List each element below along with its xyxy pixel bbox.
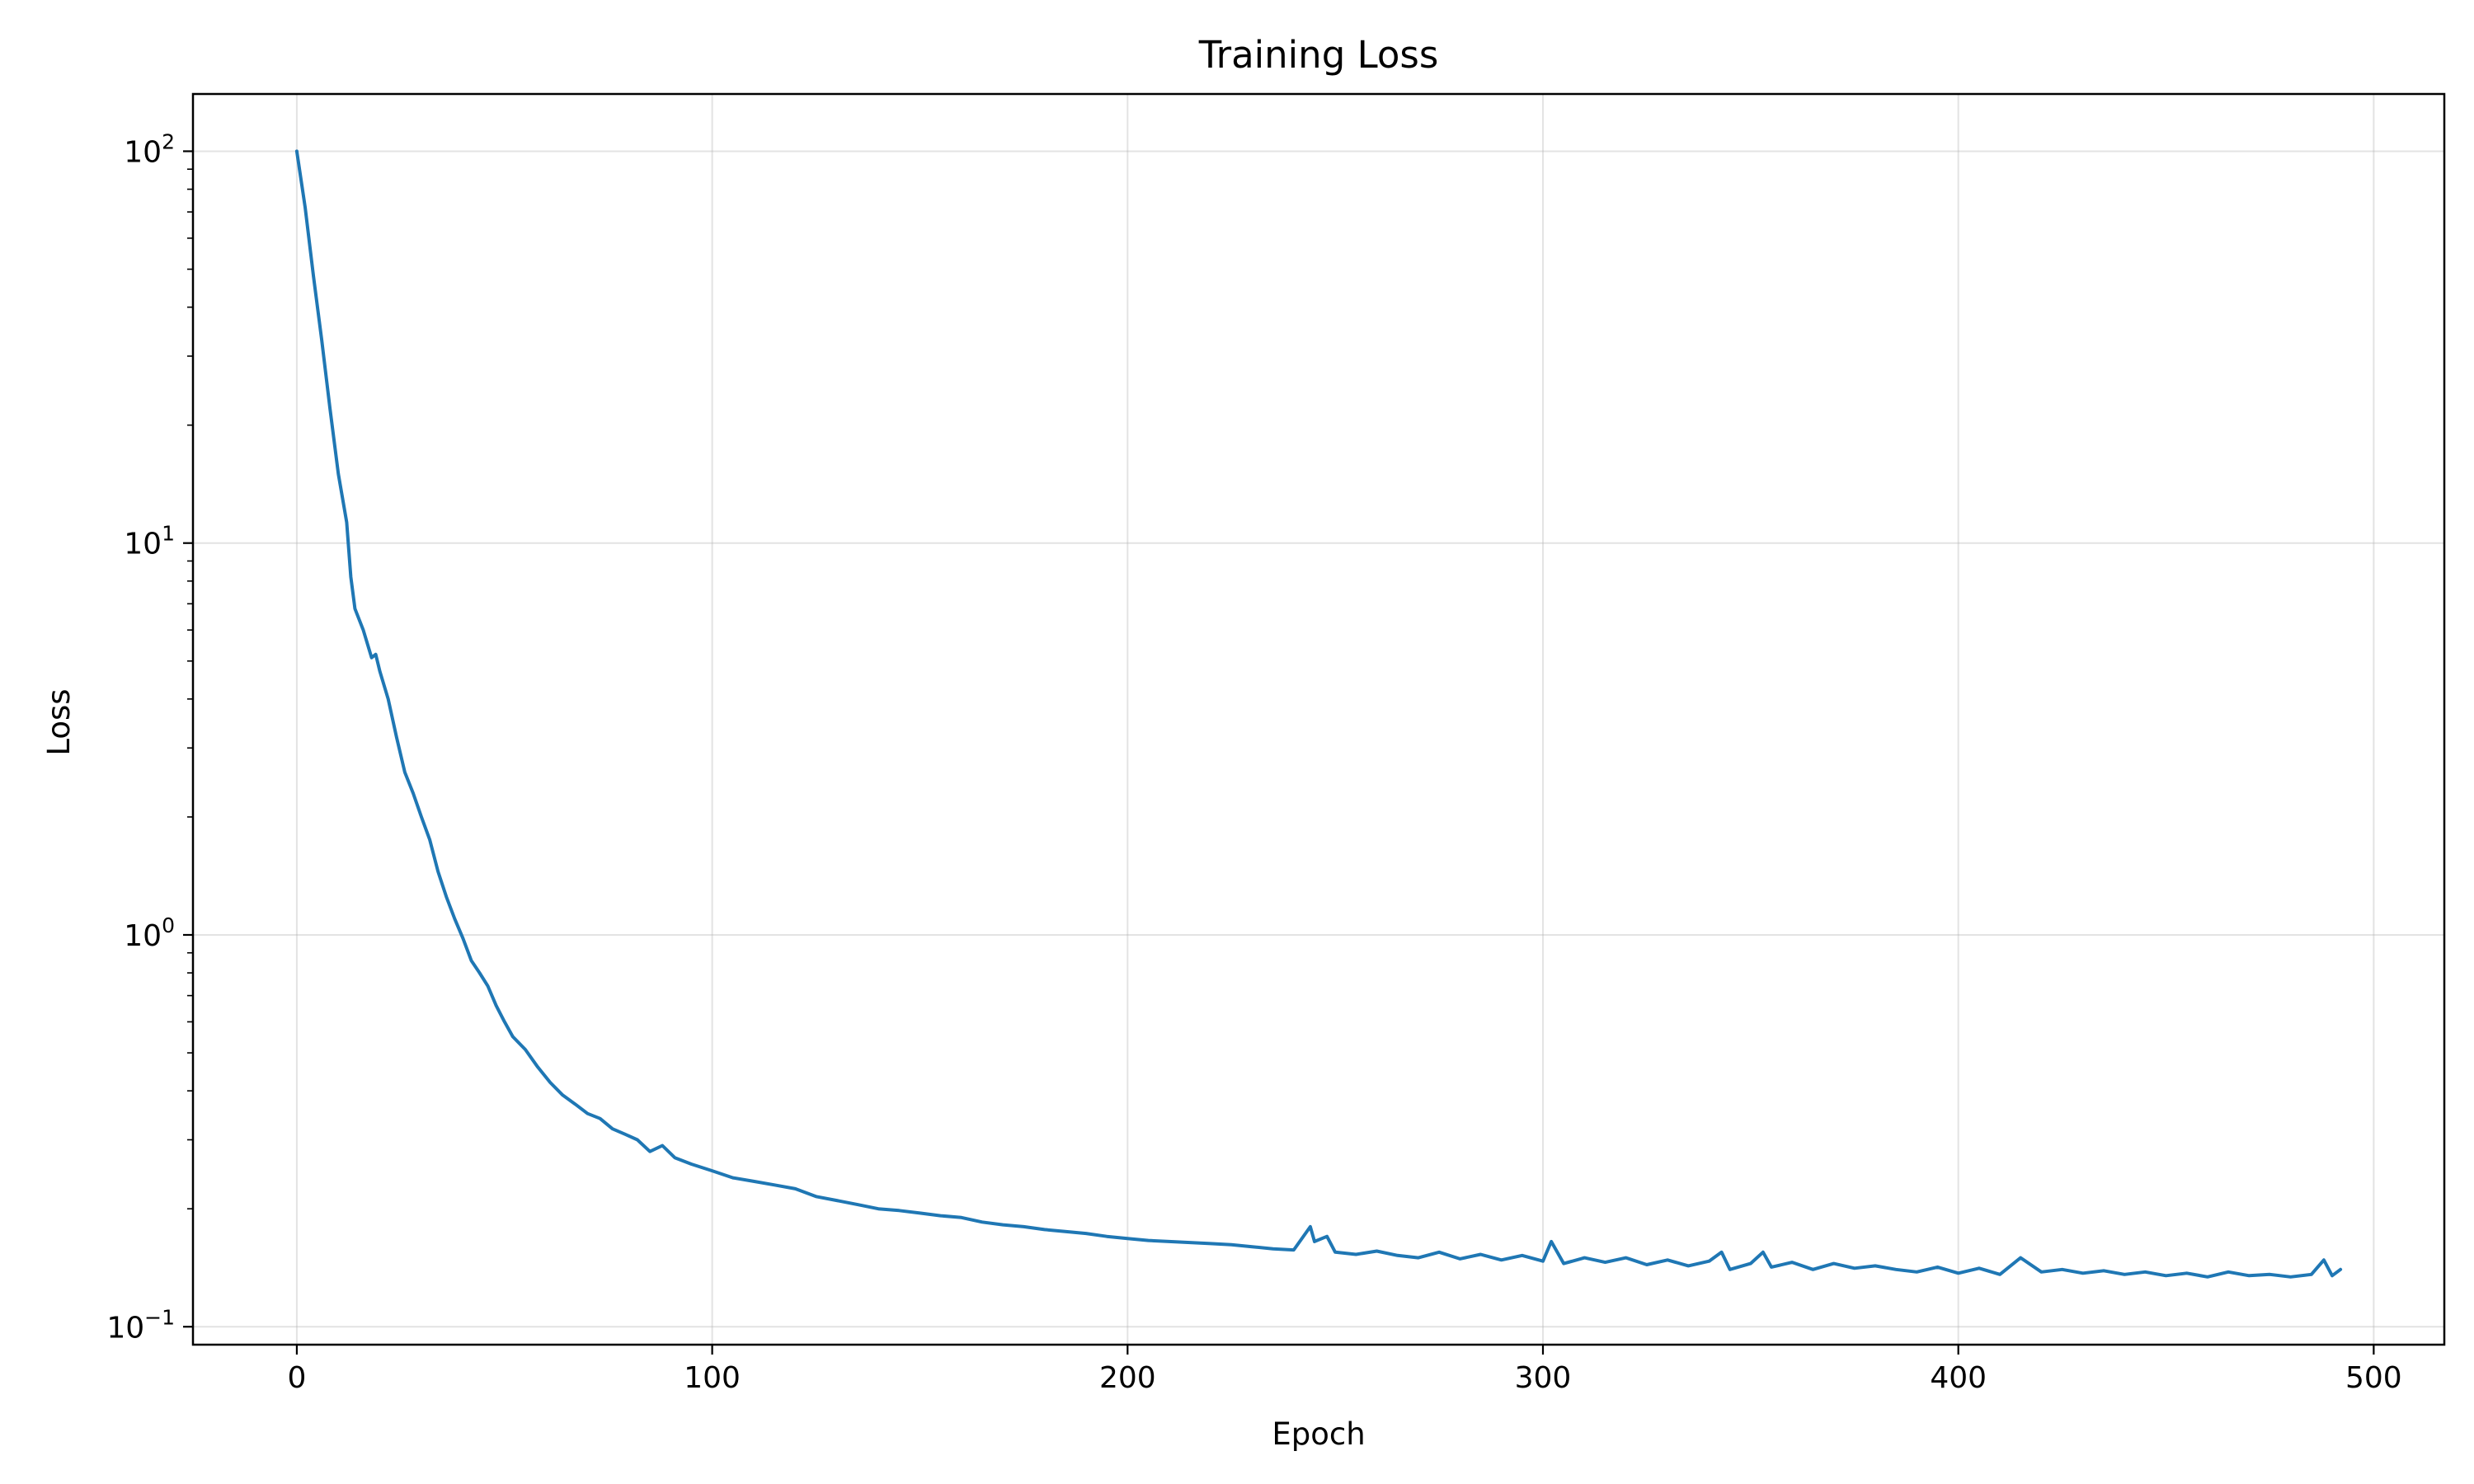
grid-lines <box>193 94 2444 1345</box>
y-tick-label: 102 <box>124 129 175 169</box>
plot-frame <box>191 92 2446 1346</box>
y-tick-exponent: −1 <box>144 1305 175 1329</box>
y-tick-exponent: 0 <box>162 913 175 937</box>
y-tick-label: 101 <box>124 522 175 561</box>
y-tick-base: 10 <box>124 528 162 561</box>
chart-title: Training Loss <box>1198 33 1439 77</box>
y-tick-exponent: 1 <box>162 522 175 546</box>
y-tick-exponent: 2 <box>162 129 175 153</box>
plot-area <box>294 149 2343 1279</box>
x-tick-label: 0 <box>287 1361 306 1395</box>
y-axis-label: Loss <box>41 688 77 755</box>
y-tick-label: 100 <box>124 913 175 953</box>
x-tick-label: 200 <box>1099 1361 1156 1395</box>
loss-series-line <box>294 149 2343 1279</box>
y-tick-label: 10−1 <box>106 1305 175 1345</box>
x-tick-label: 100 <box>684 1361 741 1395</box>
x-axis-label: Epoch <box>1272 1416 1365 1452</box>
y-tick-base: 10 <box>124 135 162 169</box>
y-tick-base: 10 <box>106 1311 144 1345</box>
x-tick-label: 500 <box>2345 1361 2402 1395</box>
x-tick-label: 400 <box>1930 1361 1987 1395</box>
y-tick-base: 10 <box>124 919 162 953</box>
x-tick-label: 300 <box>1515 1361 1572 1395</box>
